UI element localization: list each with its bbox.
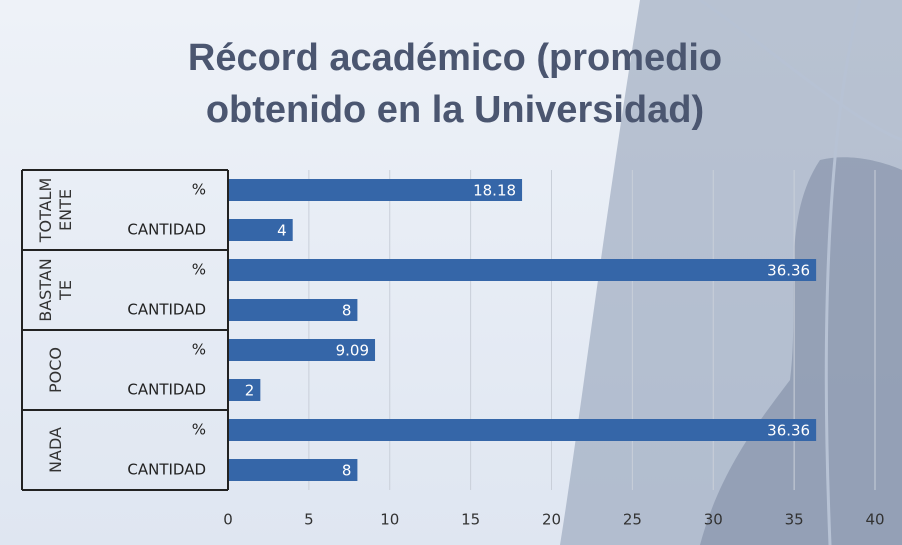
data-label: 36.36 — [767, 262, 810, 280]
y-tick-label: % — [192, 421, 206, 439]
group-label: TOTALMENTE — [36, 177, 75, 243]
x-tick-label: 35 — [785, 511, 804, 529]
bar — [228, 379, 261, 401]
data-label: 18.18 — [473, 182, 516, 200]
x-tick-label: 5 — [304, 511, 314, 529]
y-tick-label: CANTIDAD — [127, 381, 206, 399]
bar — [228, 419, 817, 441]
data-label: 36.36 — [767, 422, 810, 440]
bar — [228, 219, 293, 241]
bar — [228, 259, 817, 281]
y-tick-label: % — [192, 341, 206, 359]
data-label: 2 — [245, 382, 255, 400]
x-tick-label: 15 — [461, 511, 480, 529]
group-label: NADA — [46, 427, 65, 473]
bar — [228, 459, 358, 481]
data-label: 9.09 — [336, 342, 369, 360]
y-tick-label: CANTIDAD — [127, 301, 206, 319]
chart-title: Récord académico (promedio obtenido en l… — [187, 37, 723, 131]
bar — [228, 339, 376, 361]
y-tick-label: CANTIDAD — [127, 221, 206, 239]
x-tick-label: 25 — [623, 511, 642, 529]
y-tick-label: % — [192, 181, 206, 199]
data-label: 4 — [277, 222, 287, 240]
data-label: 8 — [342, 302, 352, 320]
bar — [228, 179, 523, 201]
x-tick-label: 10 — [380, 511, 399, 529]
x-tick-label: 20 — [542, 511, 561, 529]
x-tick-label: 0 — [223, 511, 233, 529]
y-tick-label: % — [192, 261, 206, 279]
x-tick-label: 40 — [865, 511, 884, 529]
bar — [228, 299, 358, 321]
y-tick-label: CANTIDAD — [127, 461, 206, 479]
group-label: BASTANTE — [36, 258, 75, 322]
group-label: POCO — [46, 347, 65, 394]
data-label: 8 — [342, 462, 352, 480]
x-tick-label: 30 — [704, 511, 723, 529]
